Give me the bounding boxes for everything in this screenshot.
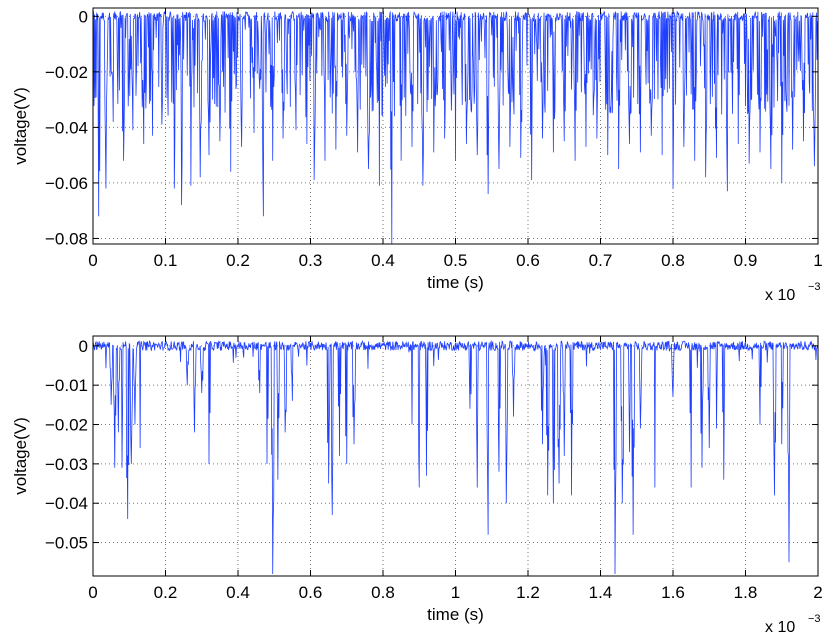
x-tick-label: 1.8 [734, 583, 758, 602]
x-tick-label: 0.5 [444, 251, 468, 270]
x-tick-label: 0.6 [516, 251, 540, 270]
x-tick-label: 0.4 [371, 251, 395, 270]
x-tick-label: 0.8 [661, 251, 685, 270]
x-tick-label: 0.2 [226, 251, 250, 270]
y-tick-label: −0.08 [45, 229, 88, 248]
x-tick-label: 0.3 [299, 251, 323, 270]
subplot-1: 0 0.1 0.2 0.3 0.4 0.5 0.6 0.7 0.8 0.9 1 0 −0.02 −0.04… [11, 7, 823, 304]
y-tick-label: −0.06 [45, 174, 88, 193]
subplot-2: 0 0.2 0.4 0.6 0.8 1 1.2 1.4 1.6 1.8 2 0 −0.01 −0.02 −0… [11, 335, 823, 636]
x-tick-label: 0.2 [154, 583, 178, 602]
series-line [92, 10, 819, 245]
y-tick-label: −0.01 [45, 376, 88, 395]
x-tick-label: 1.2 [516, 583, 540, 602]
x-tick-label: 0.4 [226, 583, 250, 602]
x-axis-title: time (s) [427, 273, 484, 292]
x-exponent-power: −3 [808, 281, 821, 293]
y-tick-label: −0.05 [45, 534, 88, 553]
y-tick-label: 0 [79, 7, 88, 26]
y-tick-label: −0.02 [45, 416, 88, 435]
x-tick-label: 0.7 [589, 251, 613, 270]
x-exponent-label: x 10 [765, 619, 795, 636]
y-tick-label: −0.03 [45, 455, 88, 474]
x-tick-label: 0.6 [299, 583, 323, 602]
x-tick-label: 2 [813, 583, 822, 602]
x-tick-label: 0 [88, 251, 97, 270]
x-tick-label: 1.4 [589, 583, 613, 602]
x-tick-label: 1 [451, 583, 460, 602]
y-tick-label: −0.04 [45, 494, 88, 513]
x-axis-title: time (s) [427, 605, 484, 624]
x-tick-label: 1 [813, 251, 822, 270]
x-tick-label: 0 [88, 583, 97, 602]
y-tick-label: −0.02 [45, 63, 88, 82]
y-tick-label: −0.04 [45, 118, 88, 137]
x-exponent-power: −3 [808, 613, 821, 625]
x-tick-label: 0.8 [371, 583, 395, 602]
x-tick-label: 1.6 [661, 583, 685, 602]
y-tick-label: 0 [79, 337, 88, 356]
y-axis-title: voltage(V) [11, 87, 30, 164]
x-exponent-label: x 10 [765, 287, 795, 304]
x-tick-label: 0.9 [734, 251, 758, 270]
series-line [92, 339, 819, 575]
x-tick-label: 0.1 [154, 251, 178, 270]
y-axis-title: voltage(V) [11, 417, 30, 494]
